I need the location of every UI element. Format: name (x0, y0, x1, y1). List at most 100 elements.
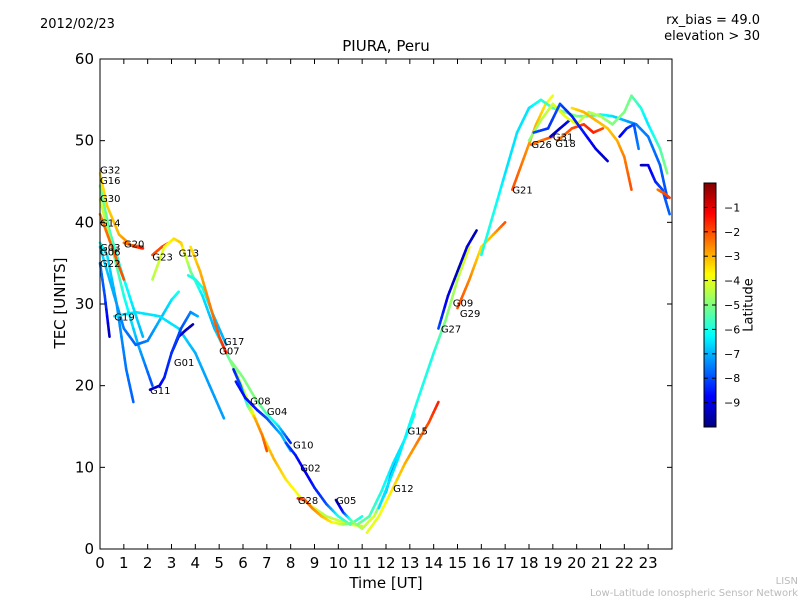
series-segment (412, 400, 419, 413)
series-track-33 (570, 106, 633, 191)
series-segment (118, 278, 124, 289)
x-tick-label: 0 (95, 554, 105, 572)
series-segment (415, 392, 422, 404)
x-tick-label: 13 (400, 554, 419, 572)
series-segment (664, 167, 669, 175)
x-axis-ticks: 0 1 2 3 4 5 6 7 8 9 10 11 12 13 14 15 16 17 18 19 20 21 22 23 (95, 59, 658, 572)
series-g10 (229, 359, 292, 445)
series-segment (120, 286, 126, 298)
series-segment (264, 446, 269, 453)
series-segment (393, 457, 400, 469)
series-segment (148, 377, 154, 387)
series-segment (120, 272, 126, 281)
y-tick-label: 40 (75, 213, 94, 231)
series-track-36 (656, 188, 671, 200)
series-segment (424, 368, 430, 379)
y-tick-label: 10 (75, 458, 94, 476)
series-segment (130, 395, 135, 404)
y-tick-label: 20 (75, 377, 94, 395)
elevation-label: elevation > 30 (664, 29, 760, 44)
series-segment (466, 245, 471, 254)
series-segment (121, 346, 126, 360)
x-tick-label: 10 (329, 554, 348, 572)
prn-label-g20: G20 (124, 240, 144, 251)
credit-short: LISN (775, 576, 798, 587)
series-segment (406, 419, 412, 432)
series-g07 (189, 245, 228, 355)
y-tick-label: 0 (84, 540, 94, 558)
series-g06 (98, 245, 180, 347)
series-segment (387, 474, 393, 485)
x-tick-label: 12 (376, 554, 395, 572)
prn-label-g22: G22 (100, 259, 120, 270)
series-segment (409, 410, 416, 423)
series-segment (132, 327, 138, 338)
x-tick-label: 18 (519, 554, 538, 572)
colorbar-tick-label: −7 (724, 348, 740, 361)
prn-label-g18: G18 (555, 139, 575, 150)
x-tick-label: 19 (543, 554, 562, 572)
series-segment (124, 302, 130, 314)
x-tick-label: 2 (143, 554, 153, 572)
prn-label-g19: G19 (114, 312, 134, 323)
prn-label-g31: G31 (553, 133, 573, 144)
prn-label-g08: G08 (250, 396, 270, 407)
prn-label-g30: G30 (100, 194, 120, 205)
x-tick-label: 17 (496, 554, 515, 572)
series-segment (380, 490, 387, 502)
series-segment (102, 213, 108, 225)
series-segment (223, 340, 228, 347)
prn-label-g16: G16 (100, 176, 120, 187)
x-tick-label: 14 (424, 554, 443, 572)
series-segment (418, 384, 424, 396)
x-axis-label: Time [UT] (349, 574, 423, 592)
prn-label-g21: G21 (512, 186, 532, 197)
series-track-34 (618, 123, 640, 151)
prn-label-g26: G26 (531, 140, 551, 151)
prn-label-g10: G10 (293, 440, 313, 451)
colorbar-tick-label: −1 (724, 201, 740, 214)
series-g22 (98, 261, 111, 338)
prn-label-g15: G15 (407, 427, 427, 438)
series-segment (628, 182, 633, 191)
x-tick-label: 6 (238, 554, 248, 572)
rx-bias-label: rx_bias = 49.0 (666, 13, 760, 28)
x-tick-label: 4 (191, 554, 201, 572)
series-segment (118, 324, 123, 338)
x-tick-label: 23 (639, 554, 658, 572)
prn-label-g27: G27 (441, 325, 461, 336)
series-segment (176, 290, 180, 295)
series-segment (402, 429, 409, 442)
series-segment (129, 319, 135, 330)
series-segment (287, 438, 292, 445)
prn-label-g23: G23 (152, 253, 172, 264)
series-g14 (98, 212, 126, 281)
prn-label-g12: G12 (393, 484, 413, 495)
colorbar-ticks: −1 −2 −3 −4 −5 −6 −7 −8 −9 (704, 201, 740, 410)
series-layer (98, 94, 671, 534)
series-g19 (113, 310, 226, 420)
series-segment (429, 351, 435, 363)
x-tick-label: 16 (472, 554, 491, 572)
colorbar-tick-label: −6 (724, 323, 740, 336)
x-tick-label: 1 (119, 554, 129, 572)
prn-label-g02: G02 (300, 463, 320, 474)
x-tick-label: 3 (167, 554, 177, 572)
date-label: 2012/02/23 (40, 17, 115, 32)
series-segment (636, 143, 640, 151)
colorbar-tick-label: −4 (724, 275, 740, 288)
y-axis-ticks: 0 10 20 30 40 50 60 (75, 50, 672, 558)
series-segment (120, 335, 125, 349)
series-segment (599, 127, 605, 131)
series-track-35 (639, 163, 671, 216)
series-track-31 (527, 94, 669, 175)
colorbar-tick-label: −8 (724, 372, 740, 385)
prn-label-g32: G32 (100, 165, 120, 176)
series-segment (383, 482, 390, 494)
series-segment (667, 208, 671, 216)
series-g29 (456, 221, 507, 310)
prn-label-g04: G04 (267, 407, 287, 418)
plot-frame (99, 58, 673, 550)
series-segment (123, 357, 128, 371)
